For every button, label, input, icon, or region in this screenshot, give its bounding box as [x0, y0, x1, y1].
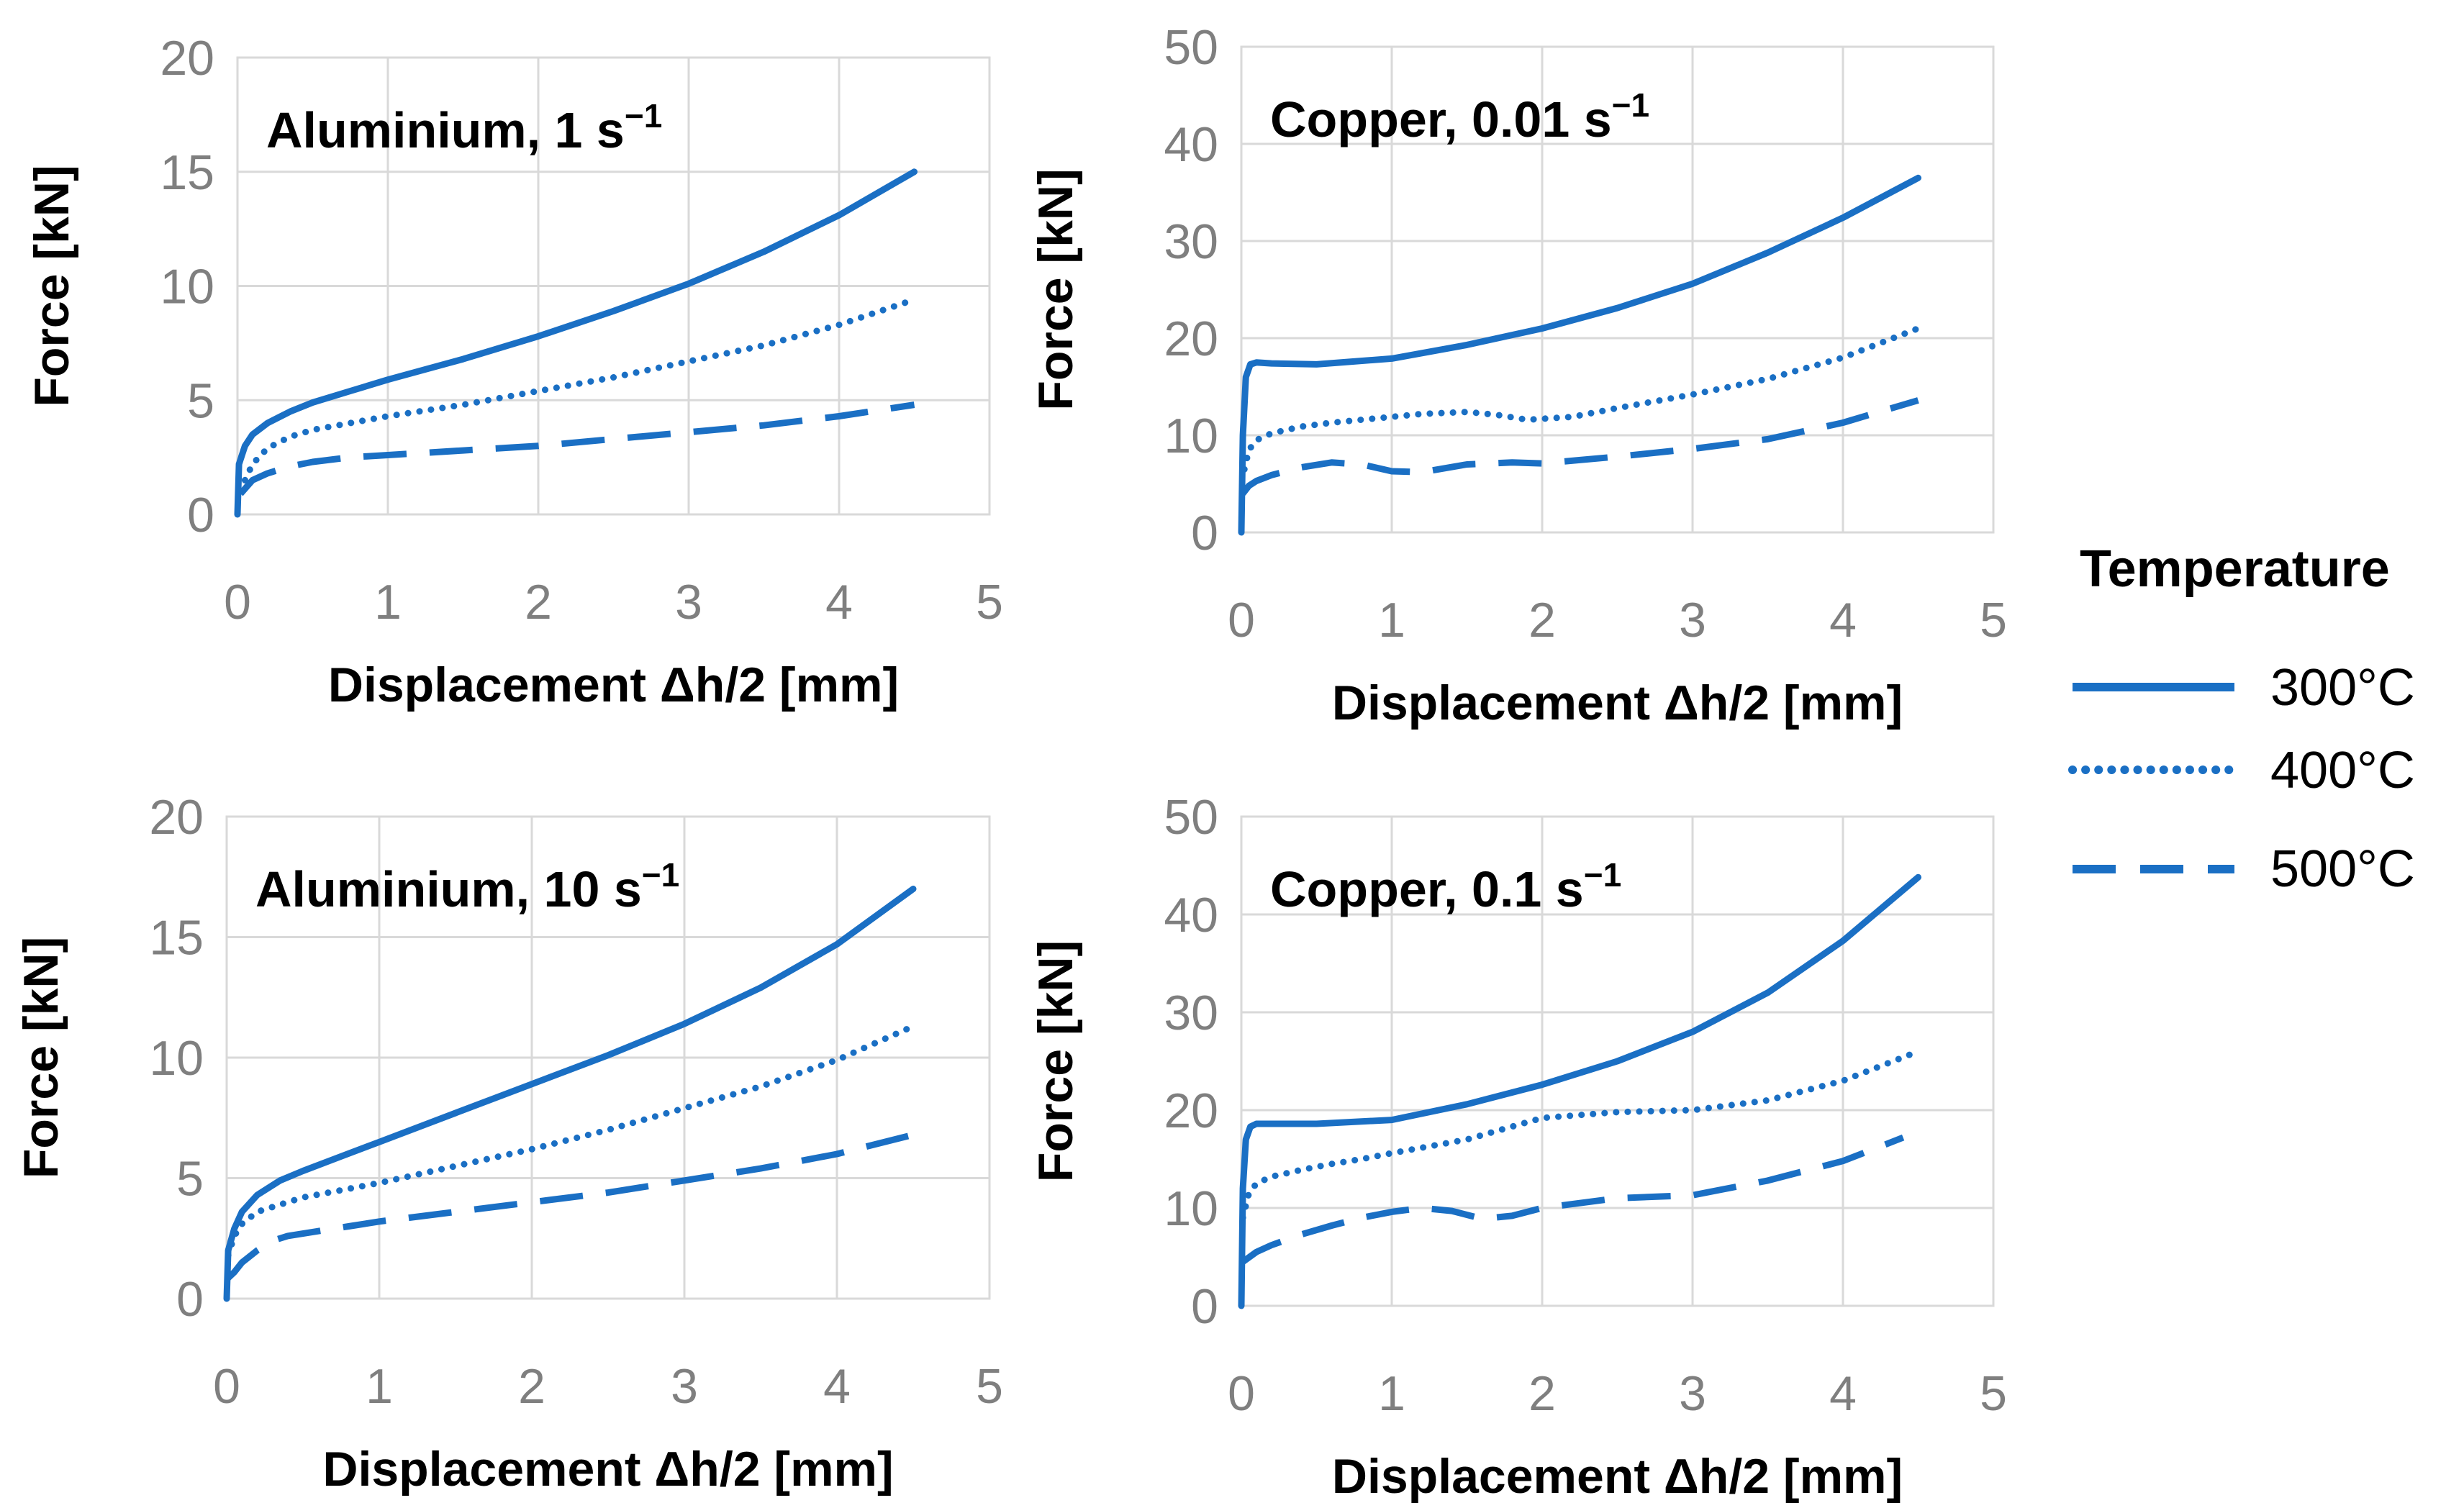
- x-tick-label: 5: [976, 575, 1003, 630]
- series-line-400c: [1239, 1048, 1921, 1222]
- y-tick-label: 0: [176, 1272, 204, 1327]
- x-tick-label: 3: [1679, 593, 1706, 648]
- y-tick-label: 15: [160, 145, 214, 200]
- x-axis-title: Displacement Δh/2 [mm]: [322, 1442, 893, 1496]
- x-tick-label: 2: [525, 575, 552, 630]
- series-line-500c: [1241, 1134, 1905, 1265]
- y-tick-label: 20: [149, 790, 204, 845]
- y-tick-label: 40: [1164, 117, 1218, 172]
- x-axis-title: Displacement Δh/2 [mm]: [328, 658, 899, 712]
- y-tick-label: 50: [1164, 790, 1218, 845]
- y-tick-label: 20: [160, 31, 214, 86]
- y-tick-label: 0: [1191, 506, 1218, 560]
- y-tick-label: 5: [176, 1152, 204, 1207]
- y-axis-title: Force [kN]: [14, 937, 68, 1178]
- x-tick-label: 0: [1228, 593, 1255, 648]
- x-tick-label: 2: [518, 1359, 545, 1414]
- x-tick-label: 5: [1980, 593, 2007, 648]
- panel-title-main: Aluminium, 1 s: [266, 102, 625, 158]
- panel-title-main: Copper, 0.01 s: [1270, 91, 1612, 147]
- series-line-300c: [1238, 873, 1921, 1309]
- panel-title-main: Aluminium, 10 s: [255, 861, 642, 917]
- y-tick-label: 10: [149, 1031, 204, 1086]
- y-axis-title: Force [kN]: [1028, 940, 1083, 1182]
- x-tick-label: 1: [374, 575, 402, 630]
- y-tick-label: 40: [1164, 888, 1218, 942]
- series-line-400c: [1241, 325, 1921, 473]
- panel-title: Copper, 0.1 s−1: [1270, 856, 1621, 917]
- panel-title: Copper, 0.01 s−1: [1270, 86, 1649, 147]
- series-line-300c: [1238, 174, 1921, 536]
- y-tick-label: 20: [1164, 312, 1218, 366]
- y-tick-label: 10: [1164, 1181, 1218, 1236]
- y-axis-title: Force [kN]: [1028, 168, 1083, 410]
- x-tick-label: 2: [1528, 593, 1556, 648]
- panel-title-superscript: −1: [642, 856, 679, 894]
- x-axis-title: Displacement Δh/2 [mm]: [1332, 1449, 1903, 1504]
- y-tick-label: 5: [187, 373, 214, 428]
- y-tick-label: 50: [1164, 20, 1218, 75]
- series-line-500c: [237, 401, 915, 496]
- x-tick-label: 3: [675, 575, 702, 630]
- series-line-300c: [223, 886, 917, 1302]
- panel-title: Aluminium, 10 s−1: [255, 856, 679, 917]
- series-line-400c: [241, 296, 918, 483]
- y-tick-label: 0: [187, 488, 214, 542]
- y-tick-label: 10: [1164, 409, 1218, 463]
- series-line-300c: [234, 168, 918, 518]
- x-tick-label: 5: [1980, 1366, 2007, 1421]
- x-tick-label: 0: [213, 1359, 240, 1414]
- legend-label-400: 400°C: [2270, 742, 2415, 799]
- panel-title-superscript: −1: [625, 97, 662, 135]
- x-tick-label: 4: [1829, 593, 1857, 648]
- x-tick-label: 4: [823, 1359, 851, 1414]
- x-tick-label: 1: [1378, 1366, 1405, 1421]
- y-tick-label: 10: [160, 260, 214, 314]
- x-tick-label: 5: [976, 1359, 1003, 1414]
- chart-aluminium-1: 0 1 2 3 4 5 0 5 10 15 20 Displacement Δh/2 [mm] Forc…: [24, 31, 1003, 712]
- x-axis-title: Displacement Δh/2 [mm]: [1332, 676, 1903, 730]
- panel-title-superscript: −1: [1584, 856, 1621, 894]
- legend-title: Temperature: [2080, 540, 2390, 598]
- y-tick-label: 0: [1191, 1279, 1218, 1334]
- x-tick-label: 3: [671, 1359, 698, 1414]
- x-tick-label: 4: [1829, 1366, 1857, 1421]
- legend-label-300: 300°C: [2270, 659, 2415, 717]
- y-axis-title: Force [kN]: [24, 165, 79, 406]
- x-tick-label: 4: [825, 575, 853, 630]
- panel-title-main: Copper, 0.1 s: [1270, 861, 1584, 917]
- y-tick-label: 20: [1164, 1084, 1218, 1138]
- series-line-500c: [224, 1131, 915, 1282]
- series-line-400c: [225, 1023, 917, 1259]
- series-line-500c: [1240, 397, 1919, 496]
- legend-label-500: 500°C: [2270, 840, 2415, 898]
- x-tick-label: 1: [366, 1359, 393, 1414]
- chart-aluminium-10: 0 1 2 3 4 5 0 5 10 15 20 Displacement Δh/2 [mm] Forc…: [14, 790, 1003, 1496]
- x-tick-label: 0: [224, 575, 251, 630]
- y-tick-label: 30: [1164, 214, 1218, 269]
- x-tick-label: 2: [1528, 1366, 1556, 1421]
- y-tick-label: 30: [1164, 986, 1218, 1040]
- legend: Temperature 300°C 400°C 500°C: [2068, 540, 2415, 898]
- x-tick-label: 1: [1378, 593, 1405, 648]
- x-tick-label: 3: [1679, 1366, 1706, 1421]
- panel-title-superscript: −1: [1612, 86, 1649, 124]
- y-tick-label: 15: [149, 911, 204, 966]
- x-tick-label: 0: [1228, 1366, 1255, 1421]
- panel-title: Aluminium, 1 s−1: [266, 97, 662, 158]
